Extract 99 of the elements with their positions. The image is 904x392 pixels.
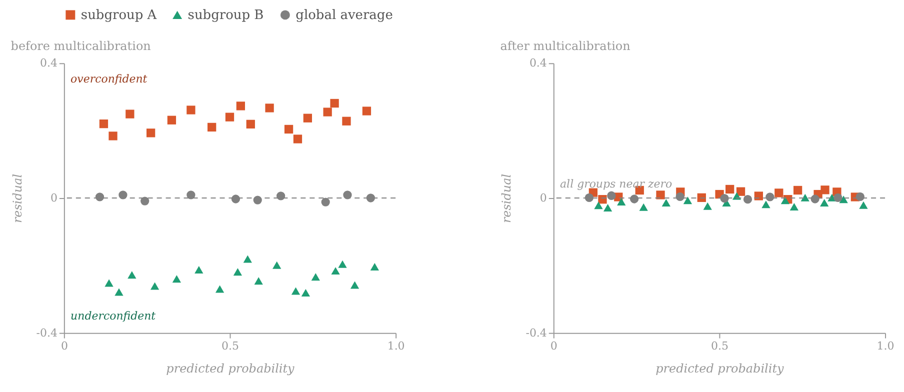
y-tick-label: -0.4 [526,326,547,340]
point [338,260,347,268]
point [95,192,104,202]
point [186,190,196,200]
y-tick-label: 0 [540,191,547,204]
point [584,193,594,202]
x-tick-label: 1.0 [387,339,405,352]
annotation: all groups near zero [560,178,672,190]
point [603,204,612,212]
point [231,194,240,204]
point [215,285,224,293]
point [617,198,626,206]
x-tick-label: 0 [550,339,558,352]
point [246,120,255,128]
point [323,108,332,116]
annotation: underconfident [70,310,156,323]
point [99,119,108,128]
y-tick-label: -0.4 [36,326,58,340]
point [736,187,746,196]
y-tick-label: 0 [50,191,58,204]
point [172,275,182,283]
y-axis-title: residual [500,174,514,224]
point [167,116,176,124]
point [810,194,820,204]
point [321,198,330,206]
point [146,128,156,138]
point [766,192,774,202]
legend-label: subgroup A [80,8,158,23]
point [208,122,216,132]
point [720,194,729,203]
point [370,263,379,271]
point [265,104,274,112]
point [186,106,196,114]
point [150,282,160,290]
point [662,198,670,206]
point [703,202,712,210]
x-tick-label: 1.0 [876,339,894,352]
x-axis-title: predicted probability [656,361,784,376]
legend-label: global average [296,8,394,23]
x-tick-label: 0.5 [710,339,728,352]
point [303,114,312,122]
point [114,288,124,296]
point [676,192,684,201]
point [236,102,246,110]
point [291,287,300,295]
point [350,281,360,289]
point [330,98,339,108]
point [194,266,204,274]
x-tick-label: 0.5 [222,339,239,352]
point [272,261,282,269]
point [800,194,810,202]
point [762,200,770,208]
point [140,196,150,206]
y-tick-label: 0.4 [40,56,58,70]
point [743,195,752,204]
point [656,190,665,200]
point [594,202,603,210]
point [233,268,242,276]
point [284,124,294,134]
point [362,106,372,116]
point [607,191,616,200]
chart-title: before multicalibration [10,39,152,54]
point [243,255,252,263]
point [225,112,234,122]
point [725,184,734,194]
point [311,273,320,281]
y-axis-title: residual [10,174,24,224]
x-tick-label: 0 [60,339,68,352]
point [254,277,263,285]
point [598,195,607,204]
chart-title: after multicalibration [500,39,631,54]
point [793,186,802,195]
x-axis-title: predicted probability [166,361,295,376]
point [856,192,864,201]
point [774,188,784,198]
point [839,196,848,204]
annotation: overconfident [70,72,148,86]
point [820,186,830,194]
point [639,203,648,211]
point [128,271,136,279]
point [683,196,692,204]
point [331,267,340,275]
point [293,134,302,144]
point [859,201,868,209]
point [104,279,114,287]
point [780,196,790,204]
point [126,110,134,118]
point [108,132,118,140]
y-tick-label: 0.4 [529,56,547,70]
point [366,194,376,202]
point [754,192,763,200]
legend-label: subgroup B [188,8,264,23]
point [790,203,798,210]
point [697,193,706,202]
point [820,198,829,206]
point [630,194,639,204]
point [342,116,351,126]
point [301,288,310,296]
point [276,192,286,200]
